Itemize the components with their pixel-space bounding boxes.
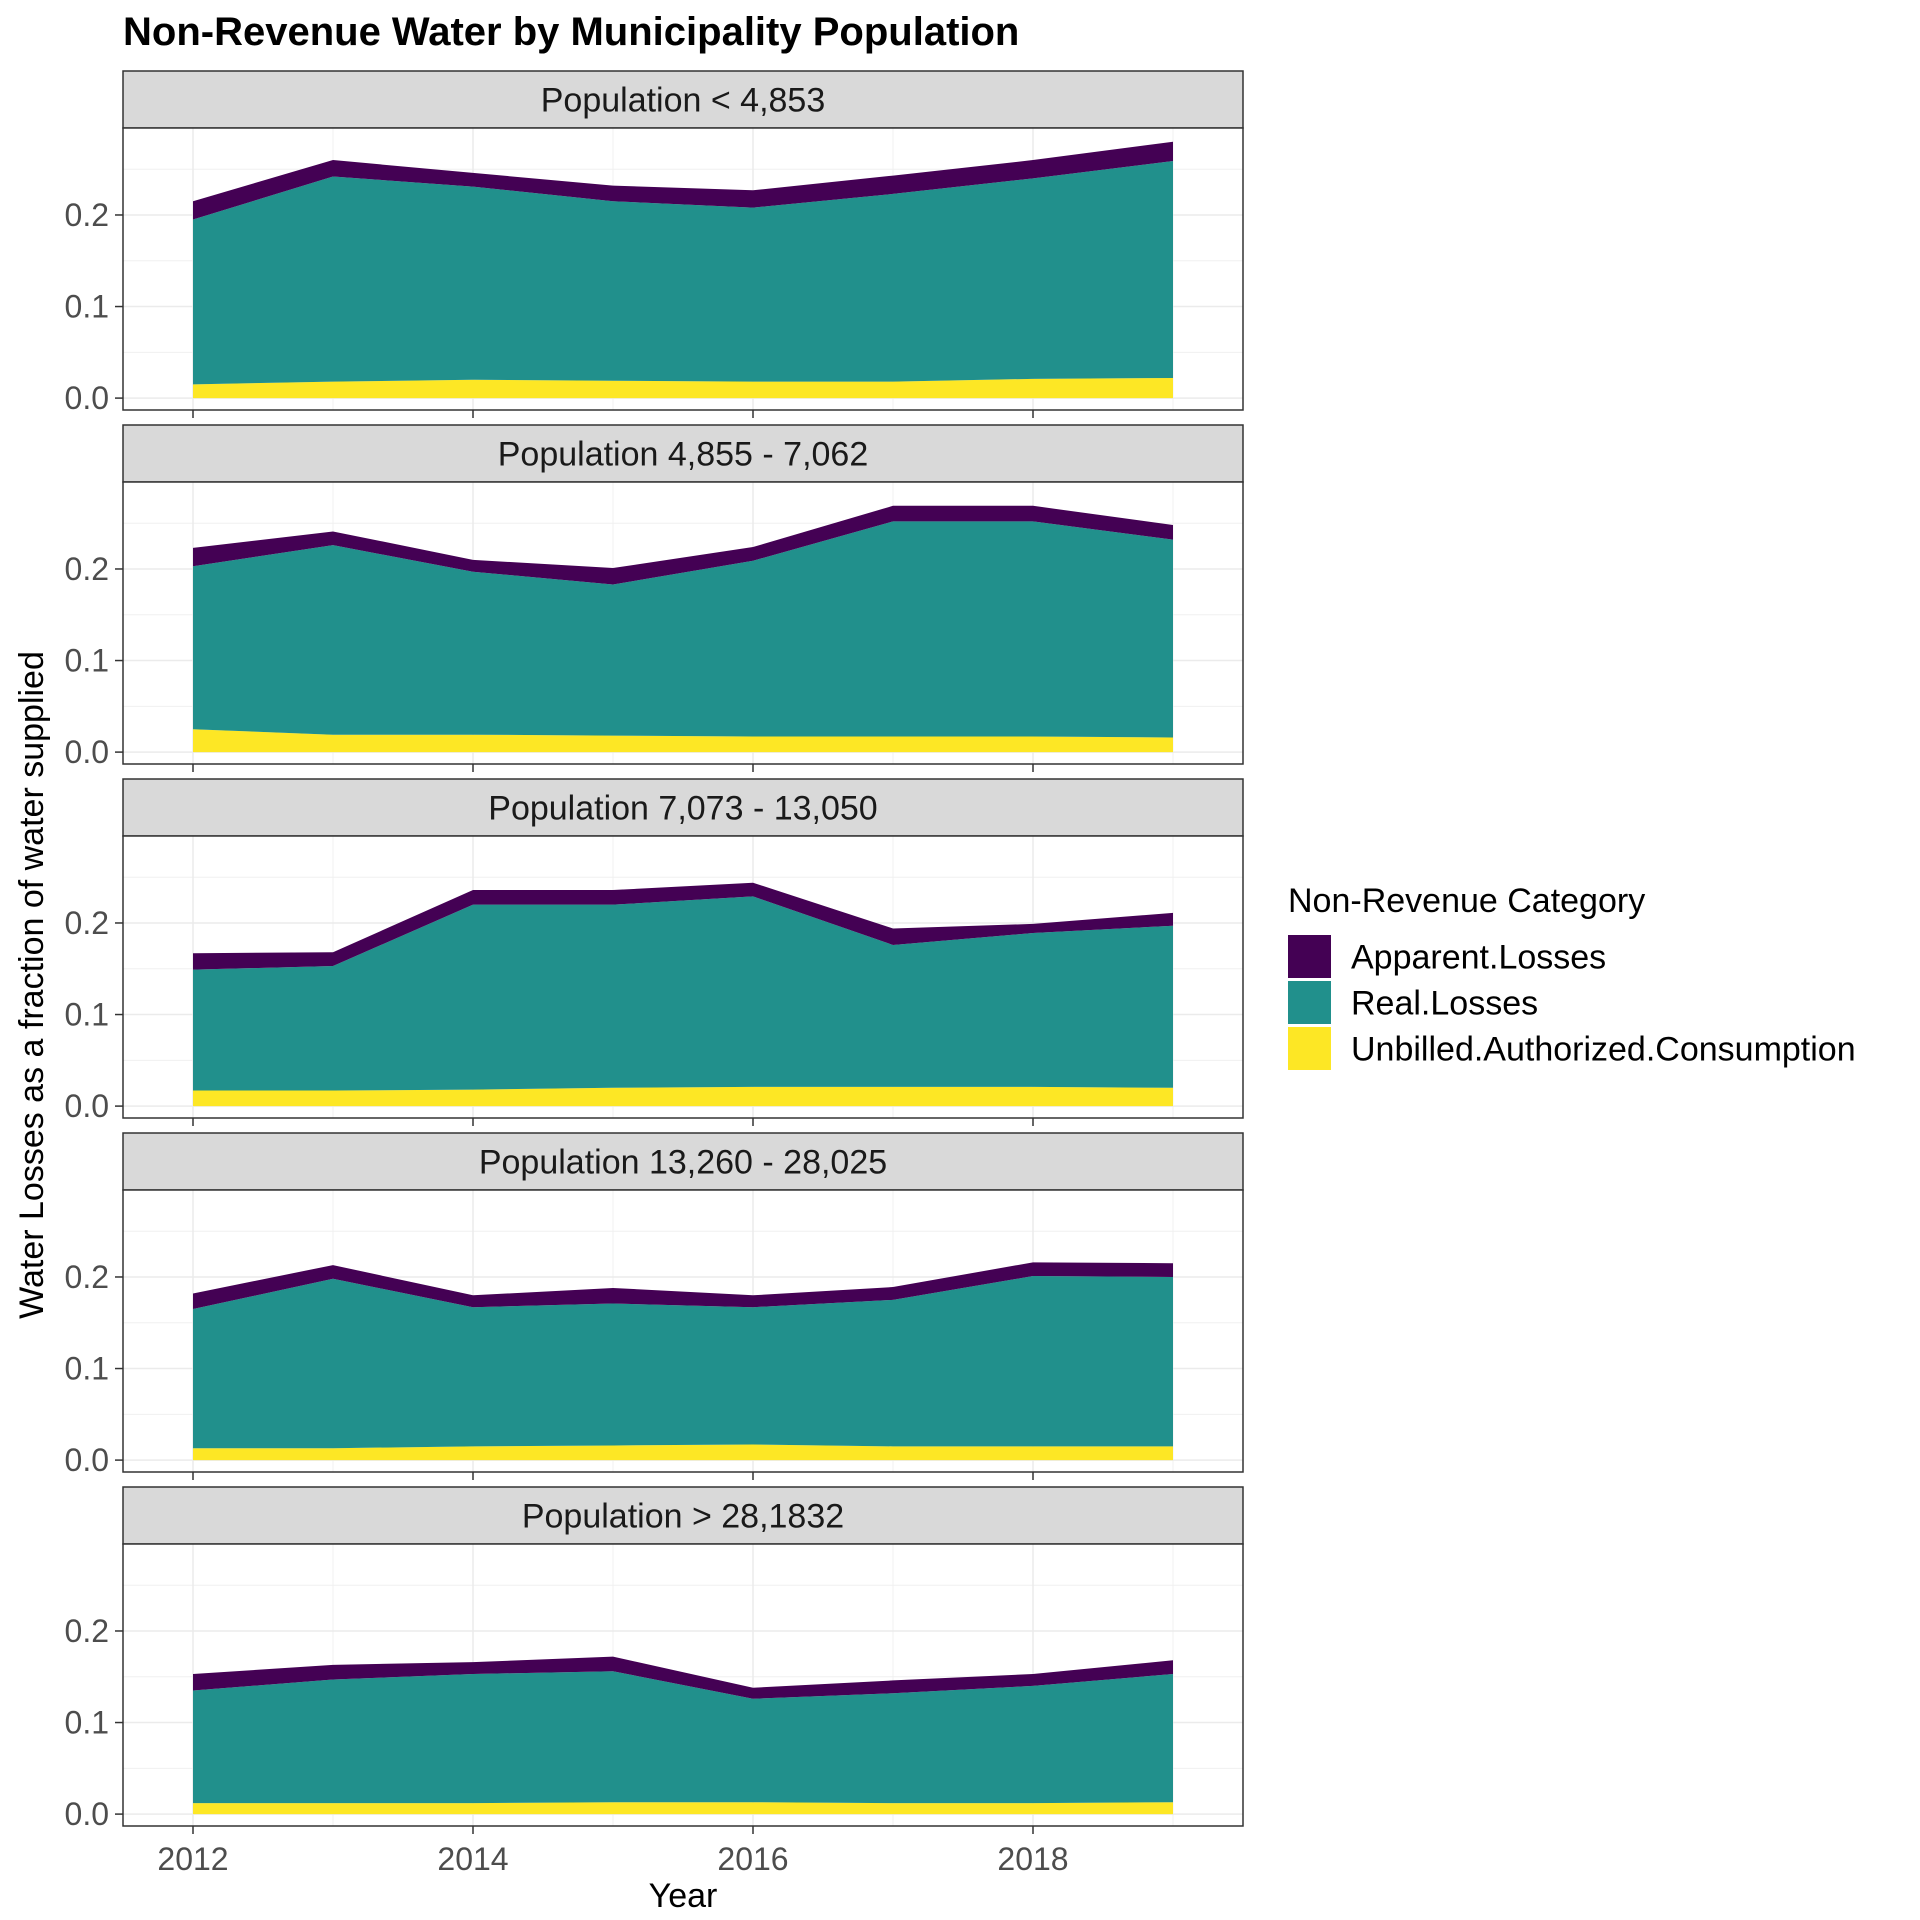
area-real-losses (193, 1671, 1173, 1804)
facet-panel: Population < 4,853 0.0 0.1 0.2 (65, 70, 1244, 418)
facet-panel: Population 13,260 - 28,025 0.0 0.1 0.2 (65, 1132, 1244, 1480)
facet-panel: Population 4,855 - 7,062 0.0 0.1 0.2 (65, 424, 1244, 772)
panel-border (122, 835, 1244, 1119)
area-apparent-losses (193, 141, 1173, 220)
legend-label: Apparent.Losses (1351, 939, 1606, 977)
x-tick-label: 2012 (157, 1841, 228, 1877)
area-apparent-losses (193, 1656, 1173, 1699)
facet-strip (122, 1486, 1244, 1545)
area-unbilled-authorized-consumption (193, 1802, 1173, 1815)
x-tick-label: 2014 (437, 1841, 508, 1877)
y-tick-label: 0.2 (65, 905, 109, 941)
y-tick-label: 0.2 (65, 1613, 109, 1649)
facet-strip (122, 778, 1244, 837)
legend: Non-Revenue Category Apparent.Losses Real… (1288, 882, 1856, 1070)
area-apparent-losses (193, 505, 1173, 585)
facet-strip-label: Population 7,073 - 13,050 (488, 790, 877, 828)
panel-border (122, 127, 1244, 411)
y-tick-label: 0.2 (65, 551, 109, 587)
facet-panel: Population > 28,1832 0.0 0.1 0.2 2012 2014 201… (65, 1486, 1244, 1877)
facet-strip-label: Population 13,260 - 28,025 (479, 1144, 887, 1182)
x-tick-label: 2018 (997, 1841, 1068, 1877)
legend-key (1288, 981, 1331, 1024)
y-tick-label: 0.0 (65, 1442, 109, 1478)
facet-strip (122, 70, 1244, 129)
facet-strip (122, 1132, 1244, 1191)
facet-strip-label: Population < 4,853 (541, 82, 826, 120)
y-tick-label: 0.0 (65, 1796, 109, 1832)
y-tick-label: 0.1 (65, 289, 109, 325)
y-tick-label: 0.1 (65, 1351, 109, 1387)
facet-strip-label: Population 4,855 - 7,062 (498, 436, 869, 474)
x-tick-label: 2016 (717, 1841, 788, 1877)
facet-panel: Population 7,073 - 13,050 0.0 0.1 0.2 (65, 778, 1244, 1126)
panel-border (122, 1543, 1244, 1827)
chart-title: Non-Revenue Water by Municipality Popula… (123, 10, 1019, 54)
area-real-losses (193, 160, 1173, 385)
legend-key (1288, 1027, 1331, 1070)
y-tick-label: 0.0 (65, 734, 109, 770)
area-unbilled-authorized-consumption (193, 729, 1173, 753)
y-tick-label: 0.1 (65, 1705, 109, 1741)
area-real-losses (193, 521, 1173, 738)
area-apparent-losses (193, 882, 1173, 970)
legend-title: Non-Revenue Category (1288, 882, 1645, 920)
panel-border (122, 1189, 1244, 1473)
legend-key (1288, 935, 1331, 978)
y-tick-label: 0.2 (65, 1259, 109, 1295)
area-real-losses (193, 896, 1173, 1091)
area-apparent-losses (193, 1262, 1173, 1310)
y-tick-label: 0.1 (65, 997, 109, 1033)
y-tick-label: 0.1 (65, 643, 109, 679)
area-unbilled-authorized-consumption (193, 1086, 1173, 1107)
area-unbilled-authorized-consumption (193, 1444, 1173, 1461)
x-axis-title: Year (649, 1877, 718, 1915)
legend-label: Unbilled.Authorized.Consumption (1351, 1031, 1856, 1069)
facet-strip-label: Population > 28,1832 (522, 1498, 844, 1536)
y-tick-label: 0.0 (65, 1088, 109, 1124)
area-unbilled-authorized-consumption (193, 377, 1173, 399)
area-real-losses (193, 1276, 1173, 1449)
y-tick-label: 0.2 (65, 197, 109, 233)
legend-label: Real.Losses (1351, 985, 1538, 1023)
y-tick-label: 0.0 (65, 380, 109, 416)
y-axis-title: Water Losses as a fraction of water supp… (13, 651, 51, 1319)
panel-border (122, 481, 1244, 765)
